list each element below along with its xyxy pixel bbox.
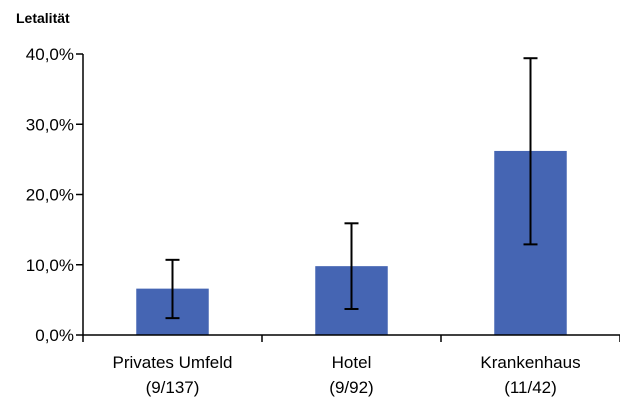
y-tick-label: 30,0% <box>26 115 74 134</box>
y-axis: 0,0% 10,0% 20,0% 30,0% 40,0% <box>26 45 84 345</box>
x-category-sublabel: (11/42) <box>504 378 557 397</box>
x-category-label: Privates Umfeld <box>113 353 233 372</box>
y-tick-label: 0,0% <box>35 326 74 345</box>
x-category-label: Hotel <box>332 353 372 372</box>
y-tick-label: 20,0% <box>26 186 74 205</box>
y-tick-label: 40,0% <box>26 45 74 64</box>
y-axis-label: Letalität <box>16 10 70 26</box>
x-category-sublabel: (9/92) <box>329 378 373 397</box>
error-bars-group <box>165 57 538 320</box>
x-category-label: Krankenhaus <box>480 353 580 372</box>
y-tick-label: 10,0% <box>26 256 74 275</box>
x-category-sublabel: (9/137) <box>146 378 200 397</box>
x-axis: Privates Umfeld (9/137) Hotel (9/92) Kranken… <box>82 334 620 397</box>
